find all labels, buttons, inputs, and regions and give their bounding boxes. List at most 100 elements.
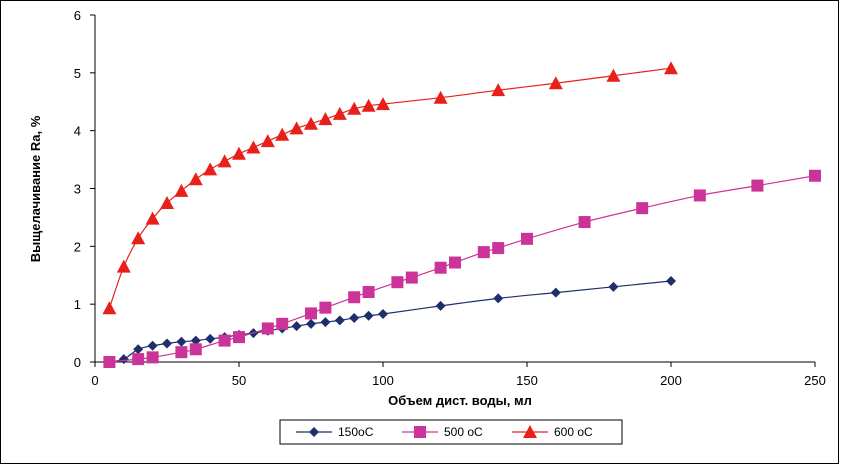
- data-point-150: [190, 335, 201, 346]
- data-point-600: [275, 127, 290, 141]
- data-point-500: [521, 232, 533, 245]
- data-point-150: [147, 340, 158, 351]
- data-point-600: [664, 61, 678, 75]
- legend-label-value: 600: [554, 425, 574, 439]
- legend-label: 150oC: [338, 425, 374, 439]
- data-point-600: [433, 90, 448, 104]
- data-point-500: [751, 179, 764, 192]
- data-point-600: [232, 146, 246, 160]
- x-tick-label: 50: [232, 373, 246, 388]
- data-point-500: [693, 189, 706, 202]
- legend-marker: [523, 425, 537, 438]
- y-tick-label: 5: [74, 66, 81, 81]
- data-point-600: [318, 112, 333, 126]
- data-point-600: [217, 154, 232, 168]
- data-point-600: [160, 195, 174, 209]
- y-tick-label: 0: [74, 355, 81, 370]
- data-point-500: [362, 286, 375, 299]
- data-point-600: [304, 116, 318, 130]
- data-point-600: [347, 101, 362, 115]
- data-point-150: [493, 293, 504, 304]
- legend-marker: [414, 426, 426, 438]
- data-point-150: [608, 281, 619, 292]
- data-point-600: [376, 97, 390, 111]
- legend-label: 500 oC: [444, 425, 483, 439]
- x-tick-label: 100: [372, 373, 394, 388]
- data-point-600: [246, 140, 261, 154]
- data-point-150: [320, 317, 331, 328]
- data-point-150: [118, 354, 129, 365]
- data-point-600: [131, 231, 146, 245]
- data-point-500: [391, 276, 404, 289]
- x-tick-label: 0: [91, 373, 98, 388]
- legend-entry-150: 150oC: [296, 425, 374, 439]
- data-point-500: [189, 343, 202, 356]
- data-point-600: [188, 172, 203, 186]
- data-point-150: [349, 313, 360, 324]
- legend-label: 600 oC: [554, 425, 593, 439]
- data-point-500: [477, 246, 490, 259]
- data-point-500: [146, 351, 159, 364]
- legend-label-unit: oC: [358, 425, 374, 439]
- data-point-600: [606, 68, 621, 82]
- data-point-150: [162, 338, 172, 349]
- data-point-500: [492, 242, 505, 255]
- legend-label-value: 150: [338, 425, 358, 439]
- y-axis-title: Выщелачивание Ra, %: [28, 115, 43, 262]
- data-point-150: [176, 336, 187, 347]
- legend-box: [279, 419, 623, 445]
- data-point-500: [578, 216, 591, 229]
- data-point-600: [361, 98, 376, 112]
- series-600: [102, 61, 678, 315]
- data-point-600: [332, 106, 347, 120]
- x-tick-label: 150: [516, 373, 538, 388]
- y-tick-label: 4: [74, 124, 81, 139]
- legend-entry-500: 500 oC: [402, 425, 483, 439]
- data-point-500: [405, 271, 418, 284]
- data-point-600: [548, 76, 563, 90]
- data-point-600: [145, 211, 160, 225]
- data-point-150: [334, 315, 345, 326]
- y-tick-label: 1: [74, 297, 81, 312]
- x-tick-label: 200: [660, 373, 682, 388]
- data-point-150: [550, 287, 561, 298]
- y-tick-label: 2: [74, 239, 81, 254]
- data-point-500: [132, 353, 145, 366]
- data-point-150: [378, 308, 388, 319]
- chart-ticks: 0 1 2 3 4 5 6 0 50 100 150 200 250: [74, 8, 826, 388]
- data-point-600: [116, 259, 131, 273]
- legend-marker: [309, 427, 319, 437]
- data-point-500: [348, 291, 361, 304]
- data-point-500: [103, 356, 116, 368]
- data-point-500: [218, 334, 231, 347]
- series-500: [103, 169, 821, 368]
- data-point-500: [261, 322, 274, 335]
- data-point-500: [233, 331, 245, 344]
- data-point-500: [319, 301, 332, 314]
- x-tick-label: 250: [804, 373, 826, 388]
- data-point-600: [260, 134, 275, 148]
- data-point-150: [435, 300, 446, 311]
- data-point-500: [434, 261, 447, 274]
- data-point-500: [636, 202, 649, 215]
- data-point-600: [102, 301, 117, 315]
- data-point-150: [133, 344, 144, 355]
- data-point-500: [809, 169, 821, 182]
- data-point-500: [276, 317, 289, 330]
- chart-axes: [94, 15, 815, 363]
- data-point-150: [363, 310, 374, 321]
- y-tick-label: 6: [74, 8, 81, 23]
- chart-legend: 150oC 500 oC 600 oC: [279, 419, 623, 445]
- data-point-600: [174, 183, 189, 197]
- legend-label-unit: oC: [574, 425, 593, 439]
- y-tick-label: 3: [74, 182, 81, 197]
- data-point-600: [289, 121, 304, 135]
- legend-entry-600: 600 oC: [512, 425, 593, 439]
- series-line-600: [108, 67, 672, 309]
- legend-label-value: 500: [444, 425, 464, 439]
- legend-label-unit: oC: [464, 425, 483, 439]
- series-line-500: [109, 175, 816, 363]
- data-point-600: [203, 162, 218, 176]
